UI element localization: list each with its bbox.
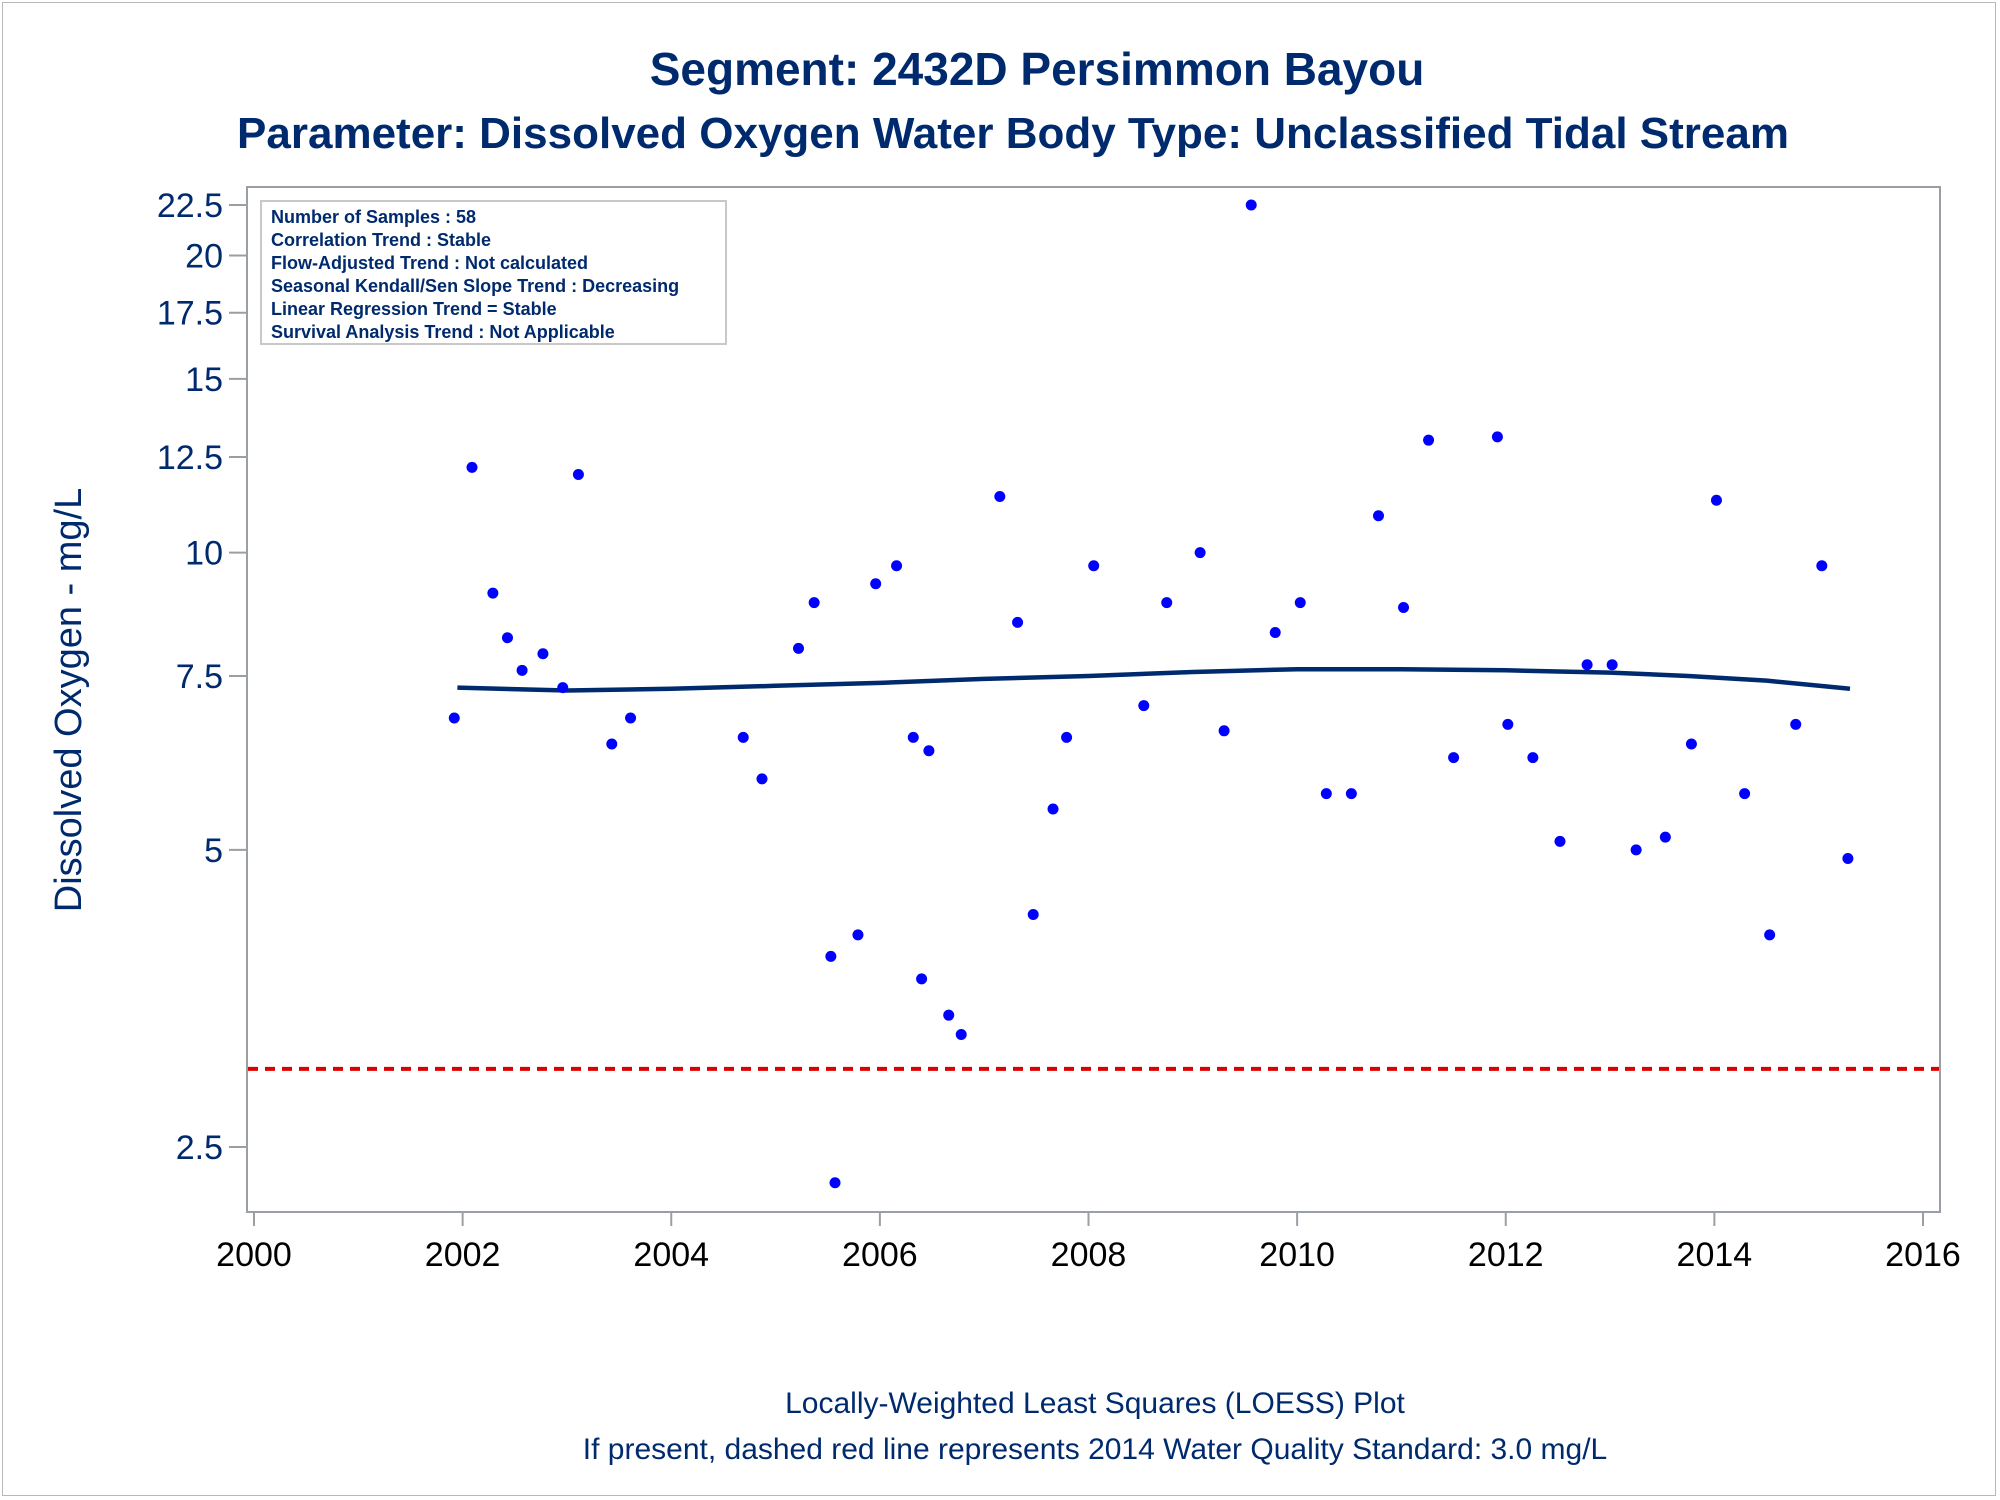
data-point <box>1245 199 1257 211</box>
stats-box-frame <box>260 200 727 345</box>
stats-line-linear-regression: Linear Regression Trend = Stable <box>271 299 557 319</box>
x-axis: 2000 2002 2004 2006 2008 2010 2012 2014 2016 <box>216 1212 1961 1274</box>
y-tick-label: 17.5 <box>157 295 223 333</box>
plot-area <box>246 186 1941 1213</box>
x-tick-label: 2016 <box>1885 1236 1961 1274</box>
data-point <box>1012 616 1024 628</box>
y-tick-label: 12.5 <box>157 439 223 477</box>
data-point <box>557 682 569 694</box>
data-point <box>466 461 478 473</box>
data-point <box>1790 718 1802 730</box>
data-point <box>1088 560 1100 572</box>
footnote-standard: If present, dashed red line represents 2… <box>583 1433 1607 1466</box>
data-point <box>1194 547 1206 559</box>
stats-line-samples: Number of Samples : 58 <box>271 207 476 227</box>
data-point <box>907 731 919 743</box>
data-point <box>994 490 1006 502</box>
y-tick-label: 20 <box>185 237 223 275</box>
data-point <box>1398 601 1410 613</box>
data-point <box>891 560 903 572</box>
x-tick-label: 2014 <box>1677 1236 1753 1274</box>
data-point <box>1491 431 1503 443</box>
chart-marks <box>248 199 1939 1189</box>
x-tick-label: 2008 <box>1051 1236 1127 1274</box>
stats-line-correlation: Correlation Trend : Stable <box>271 230 491 250</box>
data-point <box>955 1029 967 1041</box>
data-point <box>829 1177 841 1189</box>
data-point <box>625 712 637 724</box>
data-point <box>1423 434 1435 446</box>
data-point <box>537 648 549 660</box>
stats-box: Number of Samples : 58 Correlation Trend… <box>260 200 727 345</box>
data-point <box>1685 738 1697 750</box>
data-point <box>1138 700 1150 712</box>
y-tick-label: 7.5 <box>176 658 223 696</box>
x-tick-label: 2006 <box>842 1236 918 1274</box>
y-tick-label: 22.5 <box>157 187 223 225</box>
x-tick-label: 2000 <box>216 1236 292 1274</box>
data-point <box>1659 831 1671 843</box>
data-point <box>1739 788 1751 800</box>
data-point <box>923 745 935 757</box>
data-point <box>1269 627 1281 639</box>
data-point <box>1027 908 1039 920</box>
y-axis-label: Dissolved Oxygen - mg/L <box>48 488 90 913</box>
data-point <box>1047 803 1059 815</box>
data-point <box>1372 510 1384 522</box>
data-point <box>1816 560 1828 572</box>
y-axis: 2.5 5 7.5 10 12.5 15 17.5 20 22.5 <box>157 187 247 1167</box>
loess-curve <box>457 666 1851 693</box>
data-point <box>1345 788 1357 800</box>
data-point <box>487 587 499 599</box>
data-point <box>808 597 820 609</box>
data-point <box>1581 659 1593 671</box>
data-point <box>1218 725 1230 737</box>
data-point <box>1764 929 1776 941</box>
data-point <box>852 929 864 941</box>
data-point <box>793 642 805 654</box>
data-point <box>516 664 528 676</box>
data-point <box>737 731 749 743</box>
stats-line-flow-adjusted: Flow-Adjusted Trend : Not calculated <box>271 253 588 273</box>
data-point <box>943 1009 955 1021</box>
data-point <box>1061 731 1073 743</box>
data-point <box>1161 597 1173 609</box>
data-point <box>825 950 837 962</box>
stats-line-survival: Survival Analysis Trend : Not Applicable <box>271 322 615 342</box>
data-point <box>501 632 513 644</box>
data-point <box>572 468 584 480</box>
chart-subtitle: Parameter: Dissolved Oxygen Water Body T… <box>237 109 1789 158</box>
stats-line-seasonal-kendall: Seasonal Kendall/Sen Slope Trend : Decre… <box>271 276 679 296</box>
data-point <box>1294 597 1306 609</box>
data-point <box>756 773 768 785</box>
data-point <box>1842 852 1854 864</box>
data-point <box>916 973 928 985</box>
data-point <box>1710 494 1722 506</box>
data-point <box>1320 788 1332 800</box>
chart-canvas: Segment: 2432D Persimmon Bayou Parameter… <box>48 43 1961 1466</box>
y-tick-label: 5 <box>204 832 223 870</box>
x-tick-label: 2012 <box>1468 1236 1544 1274</box>
x-tick-label: 2002 <box>425 1236 501 1274</box>
chart-title: Segment: 2432D Persimmon Bayou <box>650 43 1425 95</box>
data-point <box>1448 752 1460 764</box>
footnote-loess: Locally-Weighted Least Squares (LOESS) P… <box>785 1387 1405 1420</box>
x-tick-label: 2004 <box>633 1236 709 1274</box>
data-point <box>1502 718 1514 730</box>
data-point <box>606 738 618 750</box>
data-point <box>448 712 460 724</box>
data-point <box>1630 844 1642 856</box>
data-point <box>870 578 882 590</box>
y-tick-label: 2.5 <box>176 1129 223 1167</box>
data-point <box>1606 659 1618 671</box>
y-tick-label: 15 <box>185 361 223 399</box>
data-point <box>1527 752 1539 764</box>
x-tick-label: 2010 <box>1259 1236 1335 1274</box>
y-tick-label: 10 <box>185 535 223 573</box>
data-point <box>1554 835 1566 847</box>
